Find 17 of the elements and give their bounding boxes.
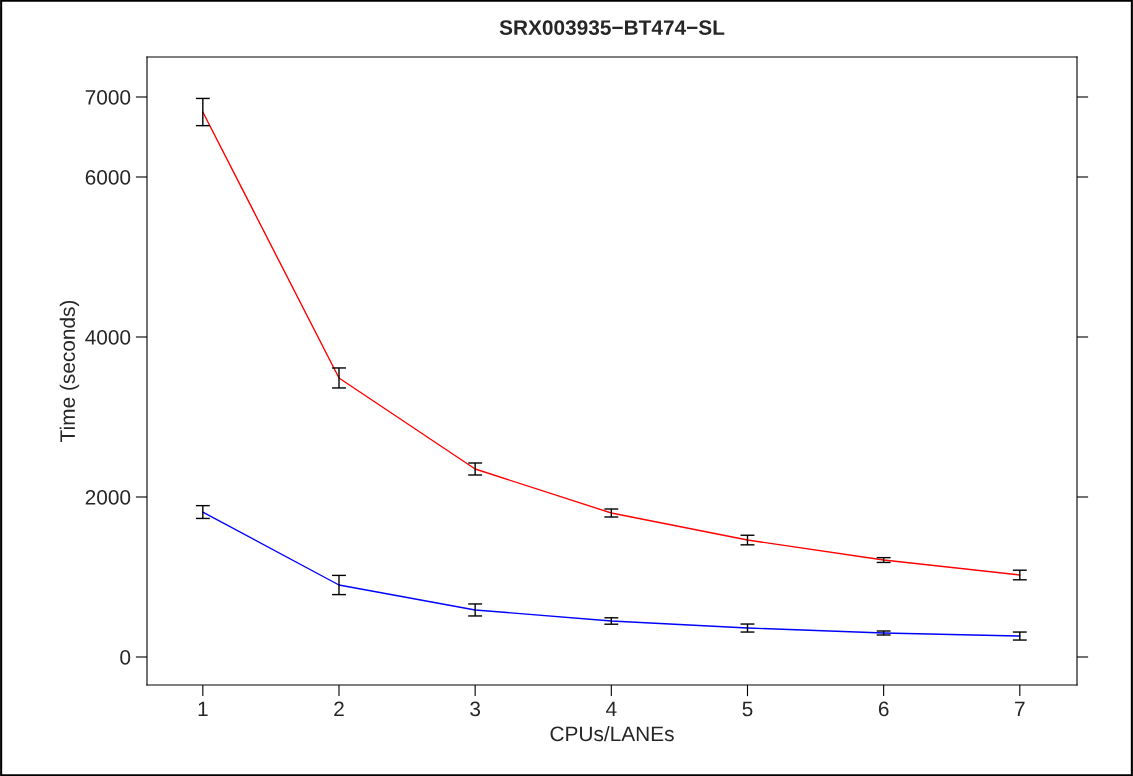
x-tick-label: 4 [606, 701, 617, 717]
x-axis-title: CPUs/LANEs [550, 725, 674, 742]
y-tick-label: 0 [120, 650, 131, 665]
y-tick-label: 6000 [85, 170, 131, 185]
y-tick-label: 2000 [85, 490, 131, 505]
chart-title: SRX003935−BT474−SL [499, 20, 725, 36]
x-tick-label: 3 [470, 701, 481, 717]
y-tick-label: 7000 [85, 90, 131, 105]
x-tick-label: 1 [198, 701, 208, 717]
y-tick-label: 4000 [85, 330, 131, 345]
line-series [202, 511, 1021, 637]
x-tick-label: 2 [334, 701, 344, 717]
x-tick-label: 7 [1015, 701, 1025, 717]
y-axis-title: Time (seconds) [59, 300, 80, 442]
line-series [202, 111, 1021, 576]
x-tick-label: 6 [878, 701, 889, 717]
x-tick-label: 5 [742, 701, 753, 717]
